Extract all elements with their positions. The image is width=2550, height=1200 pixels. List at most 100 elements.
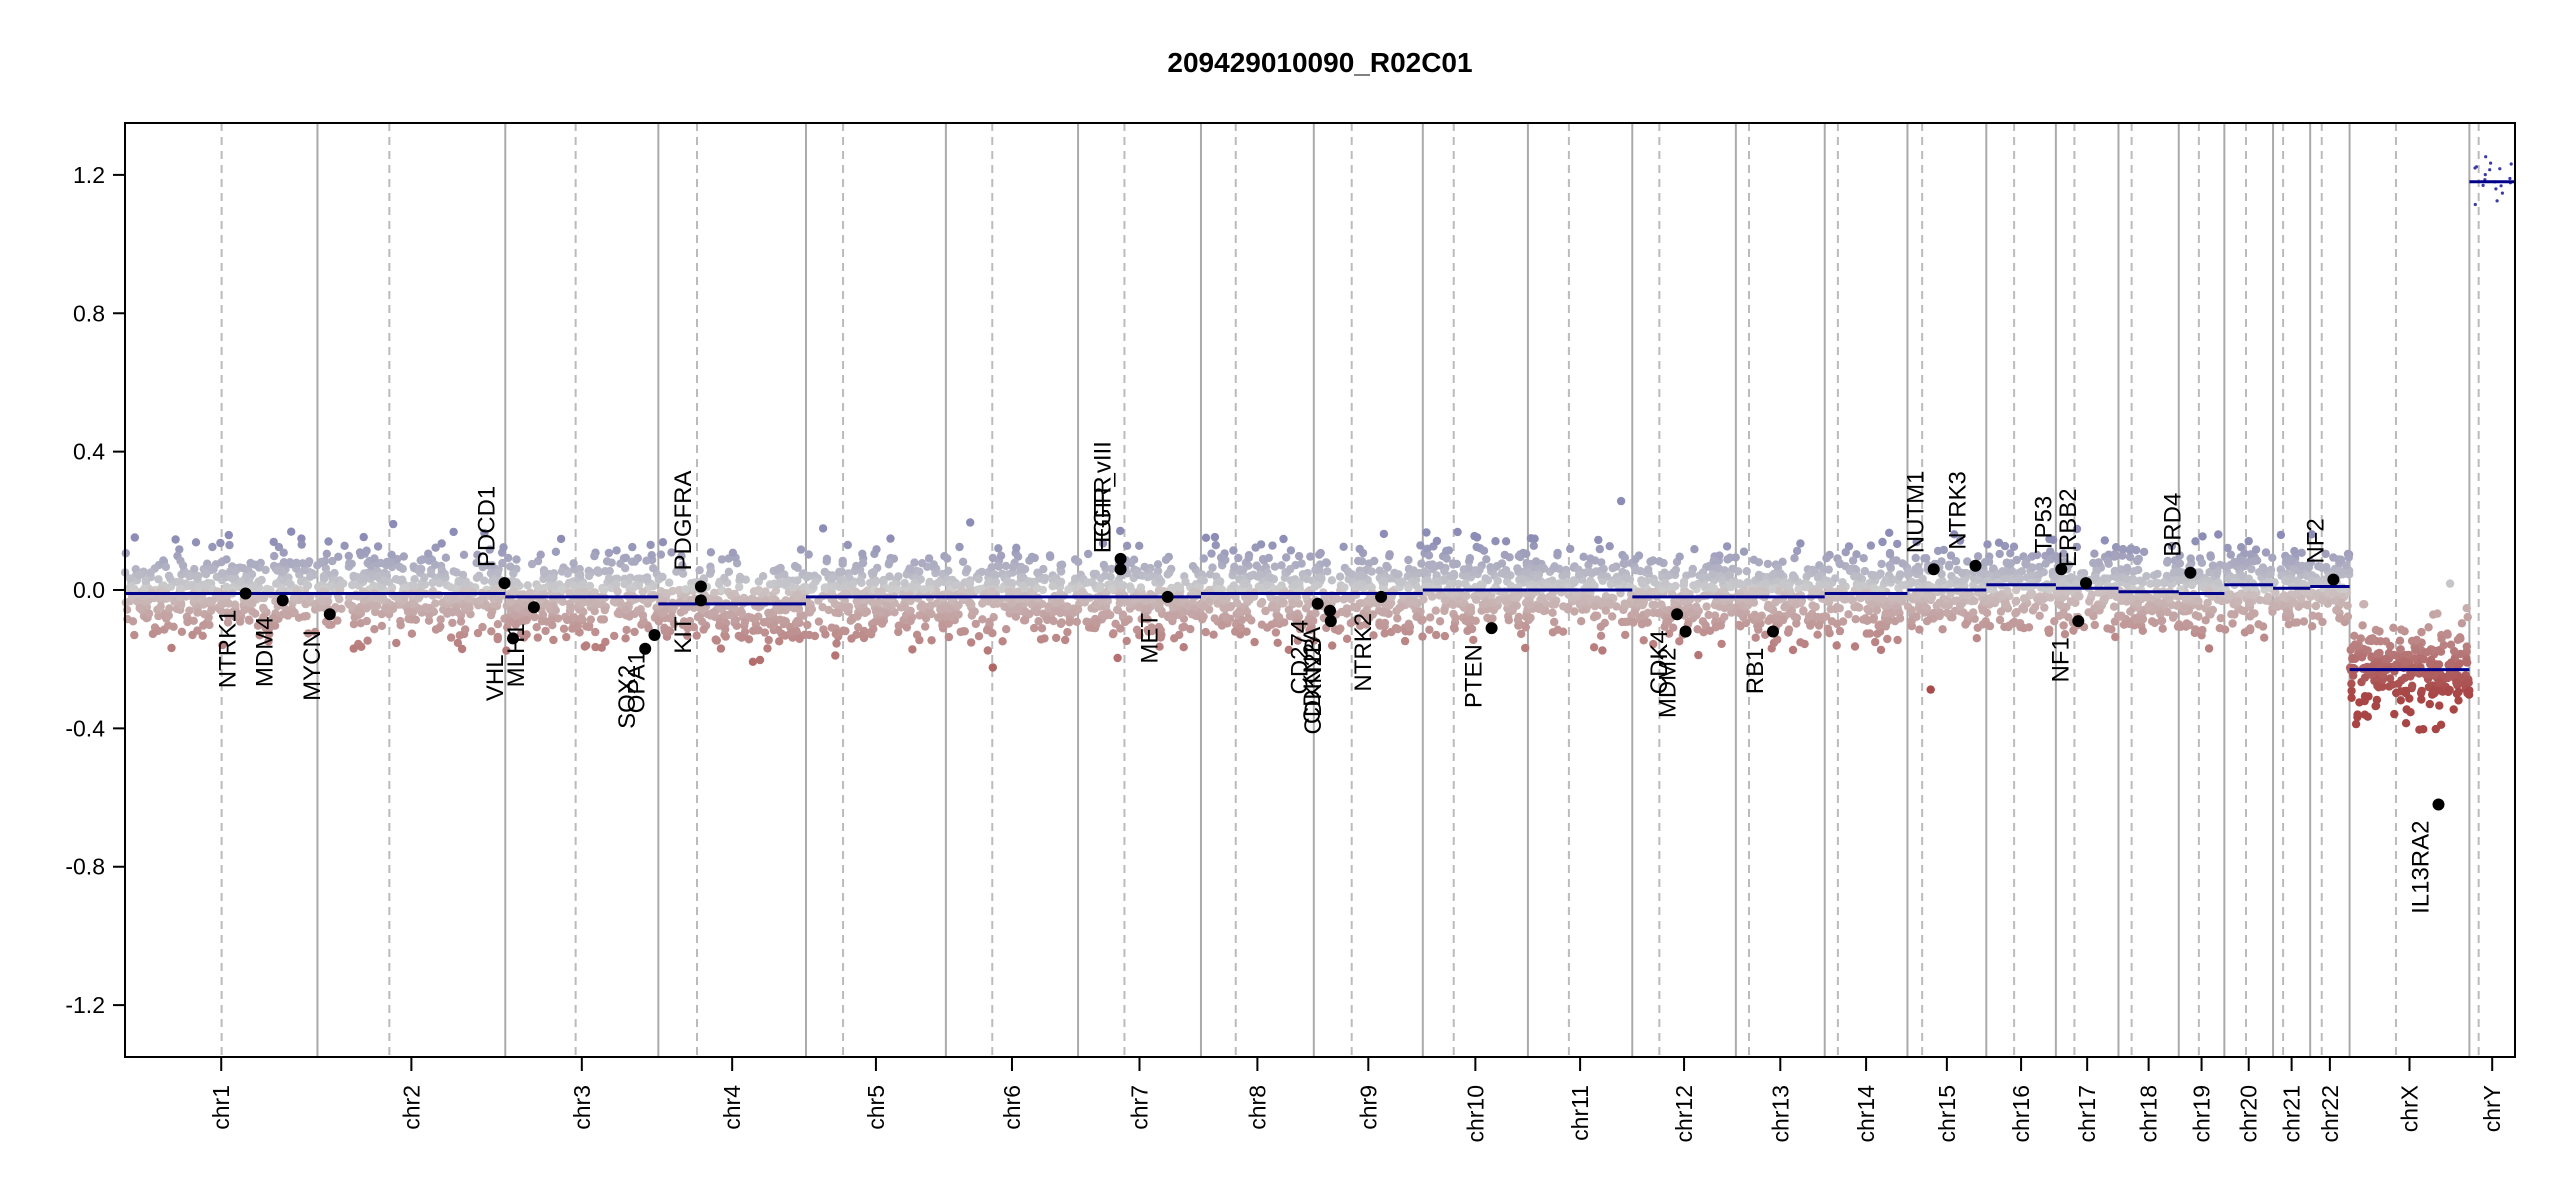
probe-point [1529,541,1539,550]
probe-point [1020,616,1030,625]
probe-point [974,632,984,641]
probe-point [841,581,850,590]
probe-point [1119,581,1128,590]
probe-point [915,611,924,620]
probe-point [472,573,482,582]
probe-point [714,579,724,588]
probe-point [274,542,284,552]
probe-point [194,571,203,581]
probe-point [178,561,188,570]
probe-point [2329,589,2338,598]
probe-point [1801,583,1810,592]
probe-point [1895,614,1905,623]
probe-point [1579,552,1588,561]
probe-point [990,570,999,579]
probe-point [894,627,903,637]
probe-point [988,553,998,563]
probe-point [1705,626,1715,635]
probe-point [382,557,392,567]
probe-point [1486,563,1495,572]
probe-point [487,627,496,636]
probe-point [858,630,867,639]
probe-point [821,583,830,592]
probe-point [683,624,692,633]
probe-point [1375,621,1385,630]
probe-point [144,609,154,618]
probe-point [1012,543,1021,552]
probe-point [604,548,614,558]
probe-point [175,545,184,554]
probe-point [1605,599,1615,608]
probe-point [1761,579,1770,588]
probe-point [376,558,385,568]
probe-point [2198,625,2207,635]
probe-point [1440,631,1450,641]
probe-point [1008,562,1018,572]
probe-point [919,585,929,594]
probe-point [1535,602,1545,612]
probe-point [1141,596,1151,605]
probe-point [1876,620,1885,629]
probe-point [1239,565,1248,574]
probe-point [1870,571,1879,580]
probe-point [1675,552,1684,561]
probe-point [1620,559,1629,569]
probe-point [1854,603,1864,612]
probe-point [1199,612,1208,621]
probe-point [140,584,149,593]
probe-point [334,552,343,561]
probe-point [894,621,903,630]
probe-point [1056,577,1066,586]
probe-point [611,579,621,588]
probe-point [2009,542,2019,551]
probe-point [839,626,848,635]
probe-point [1321,558,1331,567]
probe-point [2269,601,2278,610]
probe-point [1877,559,1886,569]
probe-point [358,573,367,583]
probe-point [1644,565,1653,574]
probe-point [185,572,194,581]
probe-point [620,579,629,589]
probe-point [594,568,603,577]
probe-point [1532,573,1541,582]
probe-point [359,532,368,542]
probe-point [2021,560,2031,569]
probe-point [2344,553,2353,562]
probe-point [2244,590,2253,599]
probe-point [575,628,584,637]
probe-point [1796,539,1805,548]
probe-point [1655,557,1664,566]
probe-point [1482,555,1491,564]
probe-point [1736,622,1745,631]
probe-point [1630,609,1640,618]
probe-point [763,644,772,653]
probe-point [1335,572,1345,581]
probe-point [498,558,507,568]
probe-point [1461,616,1470,625]
probe-point [1132,625,1142,634]
probe-point [297,540,306,549]
probe-point [724,567,734,576]
probe-point [1433,577,1442,586]
probe-point [499,543,508,552]
probe-point [584,622,594,632]
probe-point [1702,602,1711,611]
probe-point [2206,551,2215,560]
probe-point [389,519,398,529]
probe-point [613,609,623,618]
probe-point [711,595,721,604]
probe-point [966,518,975,527]
probe-point [1187,609,1197,619]
probe-point [1978,620,1988,629]
probe-point [450,593,459,603]
probe-point [1912,612,1921,621]
probe-point [1751,633,1760,642]
probe-point [667,548,676,557]
probe-point [1994,538,2004,547]
probe-point [654,592,664,602]
probe-point [1360,611,1369,620]
probe-point [1596,631,1606,640]
probe-point [265,629,274,639]
probe-point [2116,612,2125,621]
